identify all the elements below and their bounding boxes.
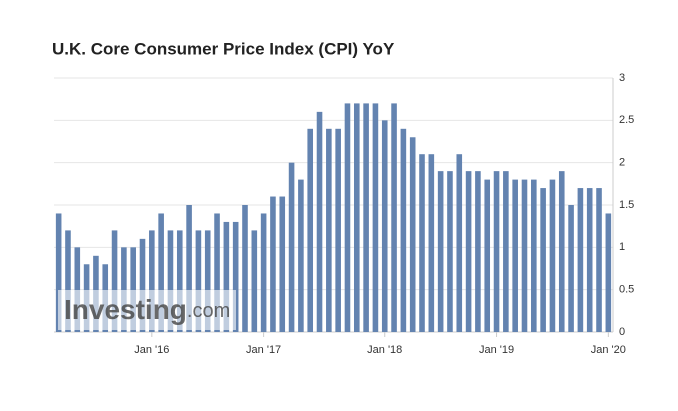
- y-tick-label: 1: [619, 241, 625, 253]
- bar: [568, 205, 574, 332]
- y-tick-label: 2: [619, 157, 625, 169]
- bar: [232, 221, 239, 332]
- bar: [74, 247, 81, 332]
- bar: [270, 196, 276, 332]
- bar: [503, 171, 509, 332]
- bar: [279, 196, 286, 332]
- x-tick-label: Jan '20: [591, 344, 626, 356]
- y-tick-label: 1.5: [619, 199, 634, 211]
- bar: [577, 188, 584, 332]
- bar: [130, 247, 136, 332]
- bar: [493, 171, 500, 332]
- watermark-main: Investing: [64, 294, 187, 325]
- y-tick-label: 3: [619, 72, 625, 84]
- bar: [139, 238, 146, 332]
- bar: [111, 230, 118, 332]
- y-tick-label: 0: [619, 326, 625, 338]
- bar: [316, 111, 323, 332]
- bar: [512, 179, 518, 332]
- bar: [549, 179, 556, 332]
- watermark-suffix: .com: [187, 300, 230, 322]
- bar: [204, 230, 211, 332]
- watermark-bg: [58, 290, 236, 330]
- bar: [158, 213, 164, 332]
- bar: [391, 103, 397, 333]
- x-tick-label: Jan '19: [479, 344, 514, 356]
- bar: [409, 137, 416, 332]
- bar: [605, 213, 612, 332]
- bar: [586, 188, 593, 332]
- bar: [344, 103, 351, 333]
- bar: [475, 171, 481, 332]
- bar: [419, 154, 425, 332]
- bar: [195, 230, 202, 332]
- bar: [223, 221, 230, 332]
- x-tick-label: Jan '16: [134, 344, 169, 356]
- bar: [149, 230, 155, 332]
- bar: [65, 230, 71, 332]
- bar: [437, 171, 444, 332]
- bar: [447, 171, 453, 332]
- bar: [381, 120, 388, 332]
- bar: [353, 103, 360, 333]
- bar: [55, 213, 62, 332]
- bar: [484, 179, 491, 332]
- x-tick-label: Jan '18: [367, 344, 402, 356]
- bar: [251, 230, 258, 332]
- bar: [363, 103, 369, 333]
- bar: [167, 230, 174, 332]
- bar: [121, 247, 127, 332]
- bar: [326, 128, 332, 332]
- bar: [372, 103, 379, 333]
- bar: [596, 188, 602, 332]
- y-tick-label: 0.5: [619, 284, 634, 296]
- bar: [456, 154, 463, 332]
- bar: [307, 128, 314, 332]
- x-tick-label: Jan '17: [246, 344, 281, 356]
- chart-title: U.K. Core Consumer Price Index (CPI) YoY: [52, 39, 395, 58]
- bar: [260, 213, 267, 332]
- bar: [531, 179, 537, 332]
- bar: [214, 213, 220, 332]
- bar: [521, 179, 528, 332]
- bar: [186, 205, 192, 332]
- bar: [176, 230, 183, 332]
- bar: [558, 171, 565, 332]
- bar: [540, 188, 546, 332]
- bar: [288, 162, 295, 332]
- bar: [242, 205, 248, 332]
- bar: [428, 154, 435, 332]
- bar: [335, 128, 341, 332]
- watermark: Investing.com: [64, 294, 230, 325]
- bar: [298, 179, 304, 332]
- y-tick-label: 2.5: [619, 114, 634, 126]
- bar: [465, 171, 472, 332]
- bar: [400, 128, 407, 332]
